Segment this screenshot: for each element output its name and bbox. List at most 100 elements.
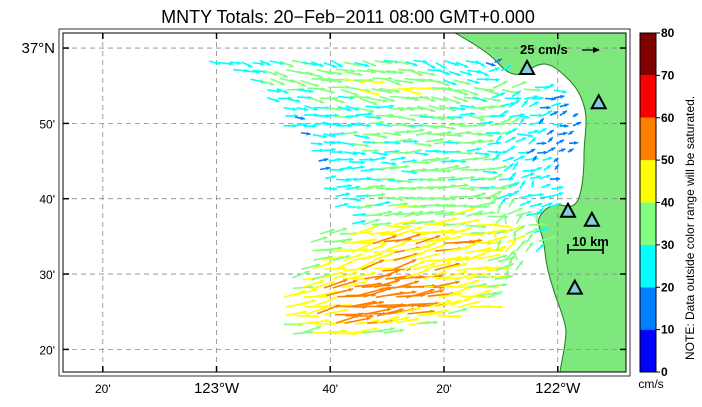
colorbar: 0 10 20 30 40 50 60 70 80 <box>639 26 675 379</box>
current-vector <box>423 61 437 70</box>
current-vector <box>293 285 314 290</box>
current-vector <box>478 120 494 125</box>
current-vector <box>488 173 504 182</box>
current-vector <box>435 235 463 243</box>
current-vector <box>504 96 522 101</box>
current-vector <box>259 60 271 66</box>
current-vector <box>457 175 476 180</box>
current-vector <box>451 226 473 235</box>
current-vector <box>491 165 509 171</box>
current-vector <box>491 153 501 162</box>
current-vector <box>364 307 392 316</box>
current-vector <box>526 148 536 155</box>
current-vector <box>321 271 343 279</box>
current-vector <box>283 123 297 128</box>
current-vector <box>352 219 366 225</box>
current-vector <box>371 156 387 162</box>
current-vector <box>455 61 469 69</box>
current-vector <box>455 272 478 280</box>
current-vector <box>447 286 470 297</box>
current-vector <box>502 156 515 162</box>
current-vector <box>419 95 436 102</box>
current-vector <box>523 88 541 92</box>
current-vector <box>358 89 380 96</box>
current-vector <box>492 80 508 90</box>
current-vector <box>361 259 385 271</box>
colorbar-tick-label: 40 <box>661 196 675 210</box>
current-vector <box>400 226 423 235</box>
current-vector <box>343 253 363 262</box>
current-vector <box>384 241 407 252</box>
current-vector <box>364 244 386 254</box>
current-vector <box>512 250 519 261</box>
current-vector <box>314 296 338 307</box>
current-vector <box>294 288 319 297</box>
current-vector <box>498 192 513 199</box>
current-vector <box>383 328 405 334</box>
current-vector <box>375 200 391 207</box>
current-vector <box>209 60 221 65</box>
current-vector <box>335 192 351 198</box>
current-vector <box>267 96 280 103</box>
current-vector <box>414 253 440 261</box>
current-vector <box>382 131 402 137</box>
scale-bar-label: 10 km <box>572 234 609 249</box>
colorbar-segment <box>640 244 656 288</box>
current-vector <box>318 157 329 162</box>
current-vector <box>512 161 519 171</box>
current-vector <box>387 290 417 297</box>
current-vector <box>434 217 458 225</box>
current-vector <box>402 139 419 144</box>
current-vector <box>470 289 492 299</box>
current-vector <box>494 274 514 281</box>
current-vector <box>303 113 319 117</box>
current-vector <box>323 62 338 69</box>
current-vector <box>437 314 462 319</box>
colorbar-tick-label: 60 <box>661 111 675 125</box>
current-vector <box>553 94 565 99</box>
current-vector <box>452 165 470 171</box>
current-vector <box>449 297 471 307</box>
current-vector <box>547 146 556 153</box>
current-vector <box>483 97 502 103</box>
current-vector <box>466 147 482 152</box>
current-vector <box>474 152 490 156</box>
current-vector <box>513 154 526 162</box>
current-vector <box>393 79 414 85</box>
current-vector <box>324 308 349 316</box>
current-vector <box>252 61 265 66</box>
current-vector <box>524 227 540 235</box>
current-vector <box>346 185 361 191</box>
colorbar-segment <box>640 329 656 372</box>
current-vector <box>532 155 538 162</box>
current-vector <box>443 96 461 105</box>
current-vector <box>503 162 515 172</box>
current-vector <box>310 61 324 67</box>
current-vector <box>532 96 544 101</box>
colorbar-segment <box>640 287 656 330</box>
current-vector <box>323 278 348 289</box>
current-vector <box>428 104 444 111</box>
current-vector <box>477 253 501 260</box>
current-vector <box>393 280 420 290</box>
reference-vector-label: 25 cm/s <box>520 42 568 57</box>
current-vector <box>476 132 494 138</box>
current-vector <box>492 229 498 243</box>
current-vector <box>521 99 529 108</box>
current-vector <box>337 106 352 112</box>
current-vector <box>528 136 537 145</box>
current-vector <box>377 316 400 324</box>
current-vector <box>418 320 438 325</box>
current-vector <box>362 252 384 261</box>
current-vector <box>344 70 363 77</box>
current-vector <box>449 106 466 111</box>
current-vector <box>332 260 353 271</box>
current-vector <box>359 224 379 234</box>
current-vector <box>394 137 413 143</box>
current-vectors <box>209 58 582 336</box>
current-vector <box>567 148 574 153</box>
current-vector <box>362 218 380 226</box>
current-vector <box>528 101 540 108</box>
current-vector <box>487 254 508 262</box>
current-vector <box>349 160 366 165</box>
